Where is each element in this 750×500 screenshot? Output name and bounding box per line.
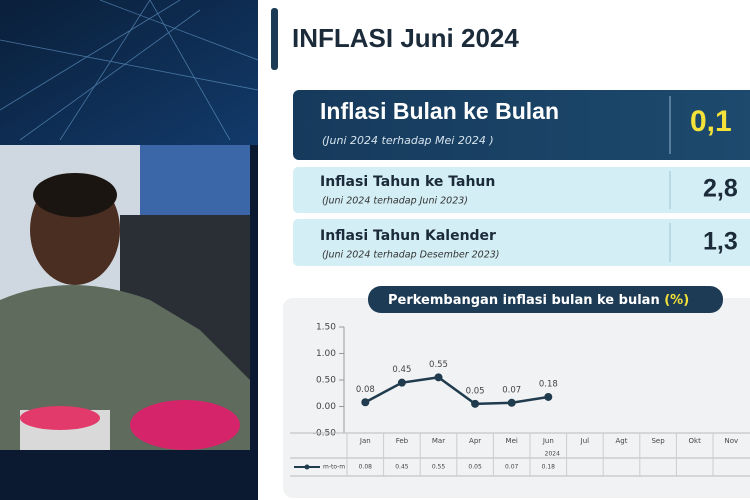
slide-title: INFLASI Juni 2024 (292, 23, 519, 53)
point (471, 399, 480, 408)
indicator-label: Inflasi Bulan ke Bulan (320, 98, 559, 124)
y-tick-label: 0.00 (316, 402, 336, 412)
line (364, 376, 549, 406)
value-label: 0.08 (356, 385, 375, 395)
chart-panel (283, 298, 750, 498)
table-value: 0.55 (432, 464, 446, 471)
value-label: 0.45 (392, 365, 411, 375)
title-bar (271, 8, 278, 70)
x-tick-label: Jun (542, 437, 554, 445)
x-tick-label: Jan (359, 437, 371, 445)
chart-title-pill (368, 286, 723, 313)
point (507, 398, 516, 407)
point (397, 378, 406, 387)
y-tick-label: 0.50 (316, 376, 336, 386)
x-tick-label: Apr (469, 437, 481, 445)
indicator-label: Inflasi Tahun ke Tahun (320, 174, 495, 190)
x-tick-label: Jul (580, 437, 590, 445)
indicator-period: (Juni 2024 terhadap Mei 2024 ) (322, 134, 494, 147)
indicator-value: 1,3 (703, 228, 738, 256)
legend-swatch (304, 464, 310, 470)
table-value: 0.07 (505, 464, 519, 471)
chart-title: Perkembangan inflasi bulan ke bulan (%) (388, 293, 689, 308)
indicator-box (293, 167, 750, 213)
indicator-box (293, 90, 750, 160)
indicator-value: 0,1 (690, 105, 732, 138)
x-tick-label: Okt (689, 437, 702, 445)
year-label: 2024 (545, 451, 560, 458)
video-feed (0, 0, 259, 500)
value-label: 0.18 (539, 379, 558, 389)
x-tick-label: Agt (616, 437, 628, 445)
y-tick-label: 1.50 (316, 323, 336, 333)
point (434, 373, 443, 382)
indicator-value: 2,8 (703, 175, 738, 203)
value-label: 0.55 (429, 360, 448, 370)
x-tick-label: Mar (432, 437, 445, 445)
value-label: 0.05 (466, 386, 485, 396)
x-tick-label: Feb (396, 437, 409, 445)
y-tick-label: 1.00 (316, 349, 336, 359)
indicator-label: Inflasi Tahun Kalender (320, 228, 496, 244)
indicator-period: (Juni 2024 terhadap Desember 2023) (322, 250, 500, 261)
table-value: 0.45 (395, 464, 409, 471)
table-value: 0.08 (359, 464, 373, 471)
x-tick-label: Mei (506, 437, 518, 445)
indicator-period: (Juni 2024 terhadap Juni 2023) (322, 196, 468, 207)
indicator-box (293, 219, 750, 266)
legend-label: m-to-m (323, 464, 345, 471)
x-tick-label: Nov (724, 437, 738, 445)
point (544, 392, 553, 401)
point (361, 398, 370, 407)
table-value: 0.18 (542, 464, 556, 471)
value-label: 0.07 (502, 385, 521, 395)
x-tick-label: Sep (651, 437, 665, 445)
table-value: 0.05 (468, 464, 482, 471)
